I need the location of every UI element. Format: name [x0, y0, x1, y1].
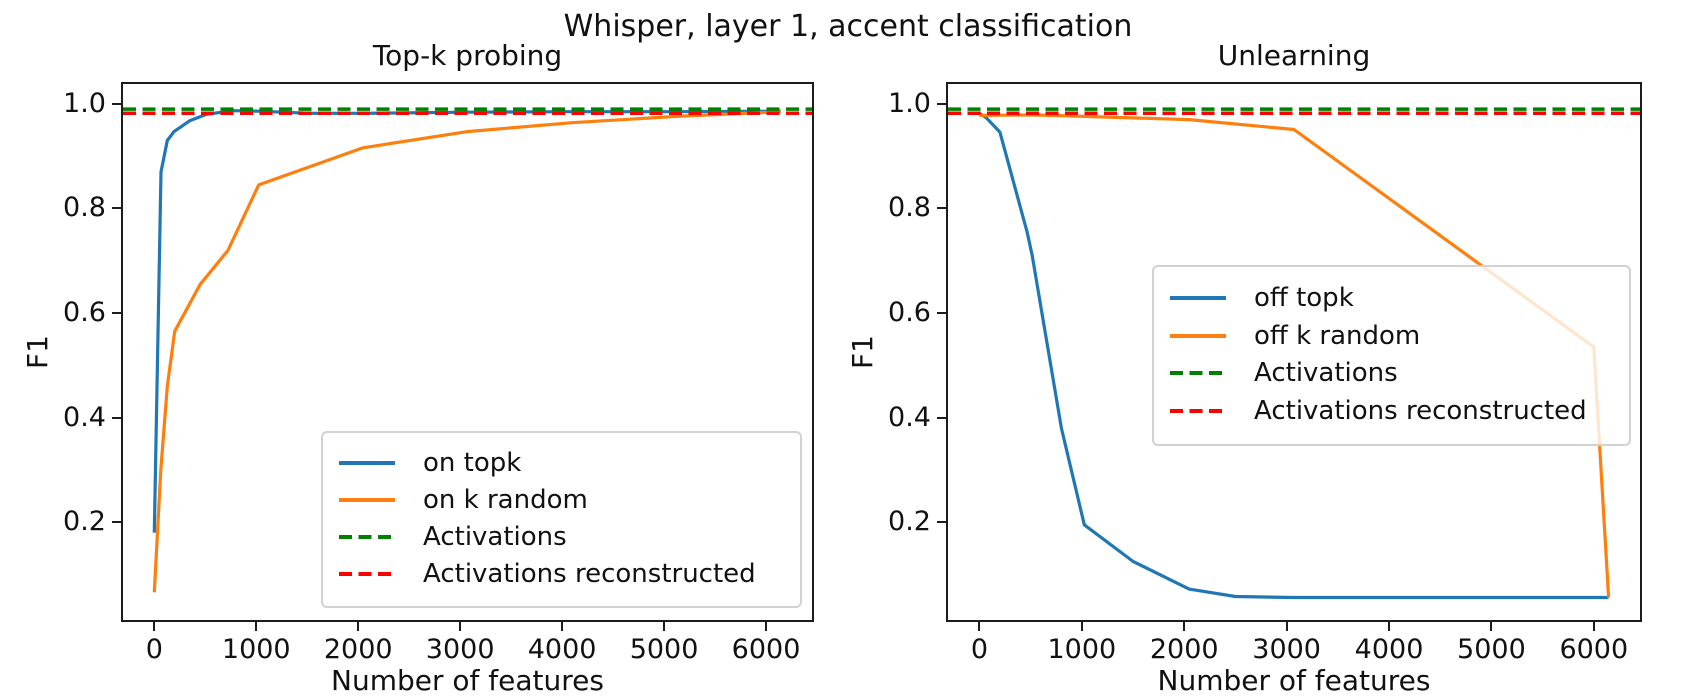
y-tick [112, 102, 121, 105]
series-line-off-topk [978, 111, 1609, 600]
legend-entry: Activations reconstructed [339, 559, 790, 589]
x-tick-label: 3000 [425, 634, 495, 665]
x-tick [153, 622, 156, 631]
legend-entry-label: off topk [1254, 282, 1354, 313]
left-plot-axes: on topk on k random Activations Activati… [121, 82, 814, 622]
x-tick [357, 622, 360, 631]
y-tick [937, 102, 946, 105]
legend-entry: Activations [1170, 358, 1619, 388]
legend-line-sample [339, 535, 395, 539]
legend-entry: on topk [339, 448, 790, 478]
x-tick-label: 1000 [221, 634, 291, 665]
legend-entry: off topk [1170, 283, 1619, 313]
y-tick-label: 0.6 [888, 297, 931, 329]
x-tick-label: 2000 [1149, 634, 1219, 665]
legend-entry-label: Activations [423, 522, 567, 552]
x-axis-label-right: Number of features [1157, 664, 1431, 697]
x-tick-label: 3000 [1252, 634, 1321, 665]
x-tick [1285, 622, 1288, 631]
left-plot-title: Top-k probing [372, 39, 563, 72]
legend-line-sample [339, 498, 395, 502]
y-tick [937, 312, 946, 315]
x-tick-label: 4000 [1354, 634, 1424, 665]
y-tick [112, 521, 121, 524]
x-tick [459, 622, 462, 631]
legend-entry-label: Activations reconstructed [1254, 396, 1587, 427]
legend-line-sample [339, 572, 395, 576]
x-tick-label: 0 [970, 634, 989, 665]
legend-line-sample [1170, 371, 1226, 376]
x-tick-label: 4000 [527, 634, 597, 665]
legend-entry-label: on topk [423, 448, 522, 478]
series-line-on-k-random [152, 110, 781, 593]
y-tick [937, 207, 946, 210]
y-tick [112, 416, 121, 419]
x-tick [561, 622, 564, 631]
y-tick-label: 0.4 [888, 401, 931, 433]
y-tick [112, 312, 121, 315]
x-tick [765, 622, 768, 631]
x-tick-label: 0 [145, 634, 163, 665]
left-plot-legend: on topk on k random Activations Activati… [321, 431, 802, 608]
y-tick-label: 0.8 [888, 192, 931, 224]
right-plot-axes: off topk off k random Activations Activa… [946, 82, 1642, 622]
legend-entry: Activations reconstructed [1170, 396, 1619, 426]
y-tick-label: 0.6 [63, 297, 106, 329]
x-tick [663, 622, 666, 631]
y-tick-label: 0.2 [888, 506, 931, 538]
x-tick-label: 1000 [1047, 634, 1117, 665]
legend-entry: Activations [339, 522, 790, 552]
y-tick [937, 416, 946, 419]
x-tick [1592, 622, 1595, 631]
x-tick-label: 5000 [1457, 634, 1526, 665]
x-tick [255, 622, 258, 631]
y-tick-label: 1.0 [888, 87, 931, 119]
x-tick-label: 2000 [323, 634, 393, 665]
legend-entry: off k random [1170, 321, 1619, 351]
x-tick [978, 622, 981, 631]
x-tick-label: 6000 [731, 634, 801, 665]
figure-title: Whisper, layer 1, accent classification [563, 9, 1133, 44]
x-tick [1080, 622, 1083, 631]
x-tick-label: 5000 [629, 634, 699, 665]
x-tick [1183, 622, 1186, 631]
y-tick-label: 0.4 [63, 401, 106, 433]
legend-line-sample [1170, 409, 1226, 414]
y-tick [112, 207, 121, 210]
x-axis-label-left: Number of features [331, 664, 604, 697]
legend-entry-label: Activations reconstructed [423, 559, 756, 589]
legend-entry-label: Activations [1254, 358, 1398, 389]
legend-line-sample [339, 461, 395, 465]
x-tick [1388, 622, 1391, 631]
y-tick [937, 521, 946, 524]
right-plot-title: Unlearning [1217, 39, 1371, 72]
y-tick-label: 1.0 [63, 87, 106, 119]
x-tick-label: 6000 [1559, 634, 1629, 665]
legend-entry-label: on k random [423, 485, 588, 515]
legend-line-sample [1170, 295, 1226, 300]
left-plot-canvas [123, 107, 812, 593]
legend-entry: on k random [339, 485, 790, 515]
right-plot-legend: off topk off k random Activations Activa… [1152, 265, 1631, 446]
legend-entry-label: off k random [1254, 320, 1421, 351]
legend-line-sample [1170, 333, 1226, 338]
y-tick-label: 0.8 [63, 192, 106, 224]
y-tick-label: 0.2 [63, 506, 106, 538]
x-tick [1490, 622, 1493, 631]
